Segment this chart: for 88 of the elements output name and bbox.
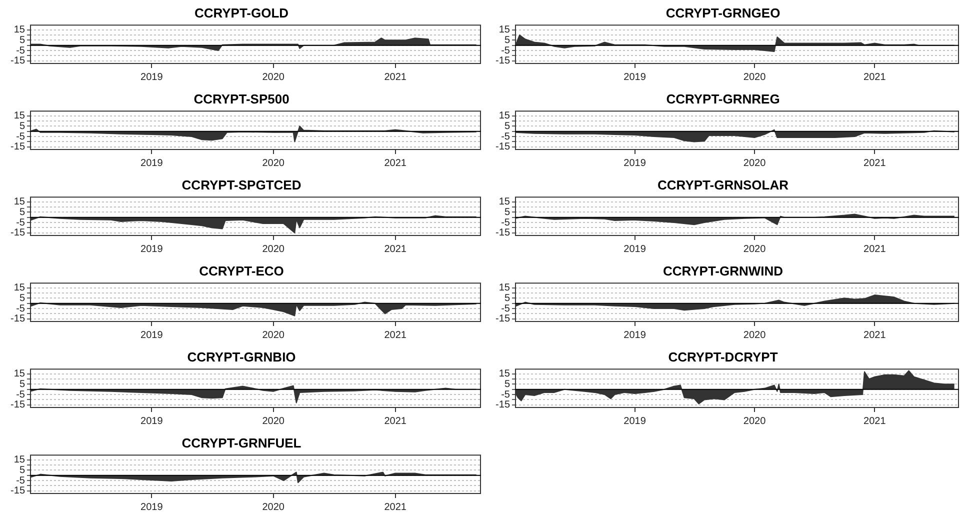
x-tick-label: 2021 — [384, 416, 407, 427]
y-tick-label: -5 — [16, 217, 26, 228]
y-tick-label: -15 — [496, 228, 510, 239]
x-tick-label: 2019 — [624, 330, 646, 341]
y-tick-label: -15 — [10, 228, 26, 239]
chart-title: CCRYPT-ECO — [199, 263, 284, 278]
y-tick-label: -5 — [501, 217, 510, 228]
y-tick-label: 15 — [498, 196, 510, 208]
y-tick-label: 15 — [498, 368, 510, 380]
y-tick-label: -5 — [16, 45, 26, 56]
x-tick-label: 2019 — [140, 502, 164, 513]
y-tick-label: -15 — [10, 142, 26, 153]
x-tick-label: 2021 — [864, 330, 886, 341]
y-tick-label: 15 — [498, 282, 510, 294]
y-tick-label: -5 — [501, 131, 510, 142]
y-tick-label: 5 — [504, 34, 510, 46]
chart-title: CCRYPT-GRNBIO — [187, 349, 296, 364]
x-tick-label: 2019 — [140, 72, 164, 83]
x-tick-label: 2021 — [864, 416, 886, 427]
x-tick-label: 2019 — [140, 244, 164, 255]
y-tick-label: 5 — [504, 378, 510, 390]
x-tick-label: 2021 — [384, 502, 407, 513]
x-tick-label: 2019 — [140, 158, 164, 169]
y-tick-label: -15 — [496, 400, 510, 411]
y-tick-label: 5 — [19, 120, 26, 132]
x-tick-label: 2021 — [384, 244, 407, 255]
chart-title: CCRYPT-SPGTCED — [182, 177, 302, 192]
x-tick-label: 2020 — [743, 72, 766, 83]
y-tick-label: -5 — [16, 303, 26, 314]
y-tick-label: -15 — [10, 314, 26, 325]
y-tick-label: 15 — [14, 368, 26, 380]
x-tick-label: 2021 — [864, 244, 886, 255]
y-tick-label: -15 — [496, 56, 510, 67]
y-tick-label: 5 — [19, 464, 26, 476]
y-tick-label: 15 — [14, 110, 26, 122]
chart-title: CCRYPT-GRNSOLAR — [658, 177, 790, 192]
x-tick-label: 2021 — [384, 158, 407, 169]
y-tick-label: -5 — [501, 389, 510, 400]
y-tick-label: -5 — [16, 475, 26, 486]
x-tick-label: 2019 — [624, 158, 646, 169]
y-tick-label: -5 — [16, 389, 26, 400]
x-tick-label: 2020 — [743, 158, 766, 169]
x-tick-label: 2020 — [262, 502, 285, 513]
x-tick-label: 2020 — [262, 244, 285, 255]
y-tick-label: -5 — [501, 45, 510, 56]
chart-title: CCRYPT-GRNFUEL — [182, 435, 302, 450]
x-tick-label: 2020 — [262, 72, 285, 83]
x-tick-label: 2020 — [262, 330, 285, 341]
chart-title: CCRYPT-SP500 — [194, 91, 290, 106]
chart-title: CCRYPT-DCRYPT — [668, 349, 778, 364]
y-tick-label: 5 — [504, 292, 510, 304]
y-tick-label: -15 — [496, 314, 510, 325]
y-tick-label: -15 — [10, 400, 26, 411]
x-tick-label: 2020 — [743, 244, 766, 255]
chart-title: CCRYPT-GRNREG — [666, 91, 780, 106]
x-tick-label: 2020 — [743, 330, 766, 341]
x-tick-label: 2019 — [624, 244, 646, 255]
y-tick-label: -15 — [10, 486, 26, 497]
chart-title: CCRYPT-GRNGEO — [666, 5, 780, 20]
x-tick-label: 2020 — [262, 158, 285, 169]
y-tick-label: 15 — [14, 196, 26, 208]
x-tick-label: 2019 — [624, 72, 646, 83]
x-tick-label: 2019 — [140, 330, 164, 341]
x-tick-label: 2021 — [384, 72, 407, 83]
chart-title: CCRYPT-GOLD — [194, 5, 289, 20]
y-tick-label: 5 — [19, 206, 26, 218]
y-tick-label: 15 — [498, 110, 510, 122]
y-tick-label: 15 — [14, 24, 26, 36]
y-tick-label: -15 — [496, 142, 510, 153]
y-tick-label: -5 — [16, 131, 26, 142]
y-tick-label: 5 — [504, 120, 510, 132]
y-tick-label: -5 — [501, 303, 510, 314]
y-tick-label: -15 — [10, 56, 26, 67]
x-tick-label: 2020 — [262, 416, 285, 427]
y-tick-label: 15 — [14, 454, 26, 466]
x-tick-label: 2019 — [140, 416, 164, 427]
y-tick-label: 5 — [19, 378, 26, 390]
y-tick-label: 15 — [498, 24, 510, 36]
y-tick-label: 5 — [19, 292, 26, 304]
x-tick-label: 2021 — [384, 330, 407, 341]
y-tick-label: 5 — [19, 34, 26, 46]
chart-title: CCRYPT-GRNWIND — [662, 263, 784, 278]
x-tick-label: 2019 — [624, 416, 646, 427]
y-tick-label: 15 — [14, 282, 26, 294]
y-tick-label: 5 — [504, 206, 510, 218]
x-tick-label: 2021 — [864, 158, 886, 169]
x-tick-label: 2021 — [864, 72, 886, 83]
x-tick-label: 2020 — [743, 416, 766, 427]
